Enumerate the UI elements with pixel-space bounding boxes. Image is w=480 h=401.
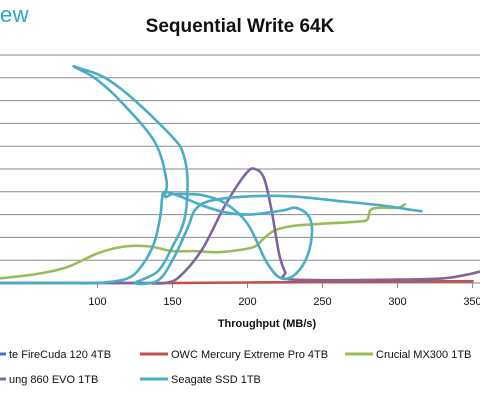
chart-title: Sequential Write 64K [145,16,335,37]
legend-label-4: ung 860 EVO 1TB [9,374,98,386]
legend-label-3: Crucial MX300 1TB [376,349,471,361]
x-tick-label: 250 [313,296,331,308]
x-tick-label: 300 [388,296,406,308]
legend-label-2: OWC Mercury Extreme Pro 4TB [171,349,328,361]
series-lines [0,65,480,286]
legend: te FireCuda 120 4TB OWC Mercury Extreme P… [0,349,471,386]
legend-label-5: Seagate SSD 1TB [171,374,261,386]
grid-lines [0,54,480,261]
x-tick-label: 100 [88,296,106,308]
x-tick-label: 150 [163,296,181,308]
x-tick-label: 200 [238,296,256,308]
series-line-3 [0,203,407,280]
x-tick-label: 350 [463,296,480,308]
x-tick-labels: 100 150 200 250 300 350 [88,283,480,308]
logo-text: ew [0,2,30,27]
x-axis-label: Throughput (MB/s) [218,318,317,330]
legend-label-1: te FireCuda 120 4TB [9,349,111,361]
series-line-5 [0,65,423,286]
series-line-4 [0,167,480,285]
